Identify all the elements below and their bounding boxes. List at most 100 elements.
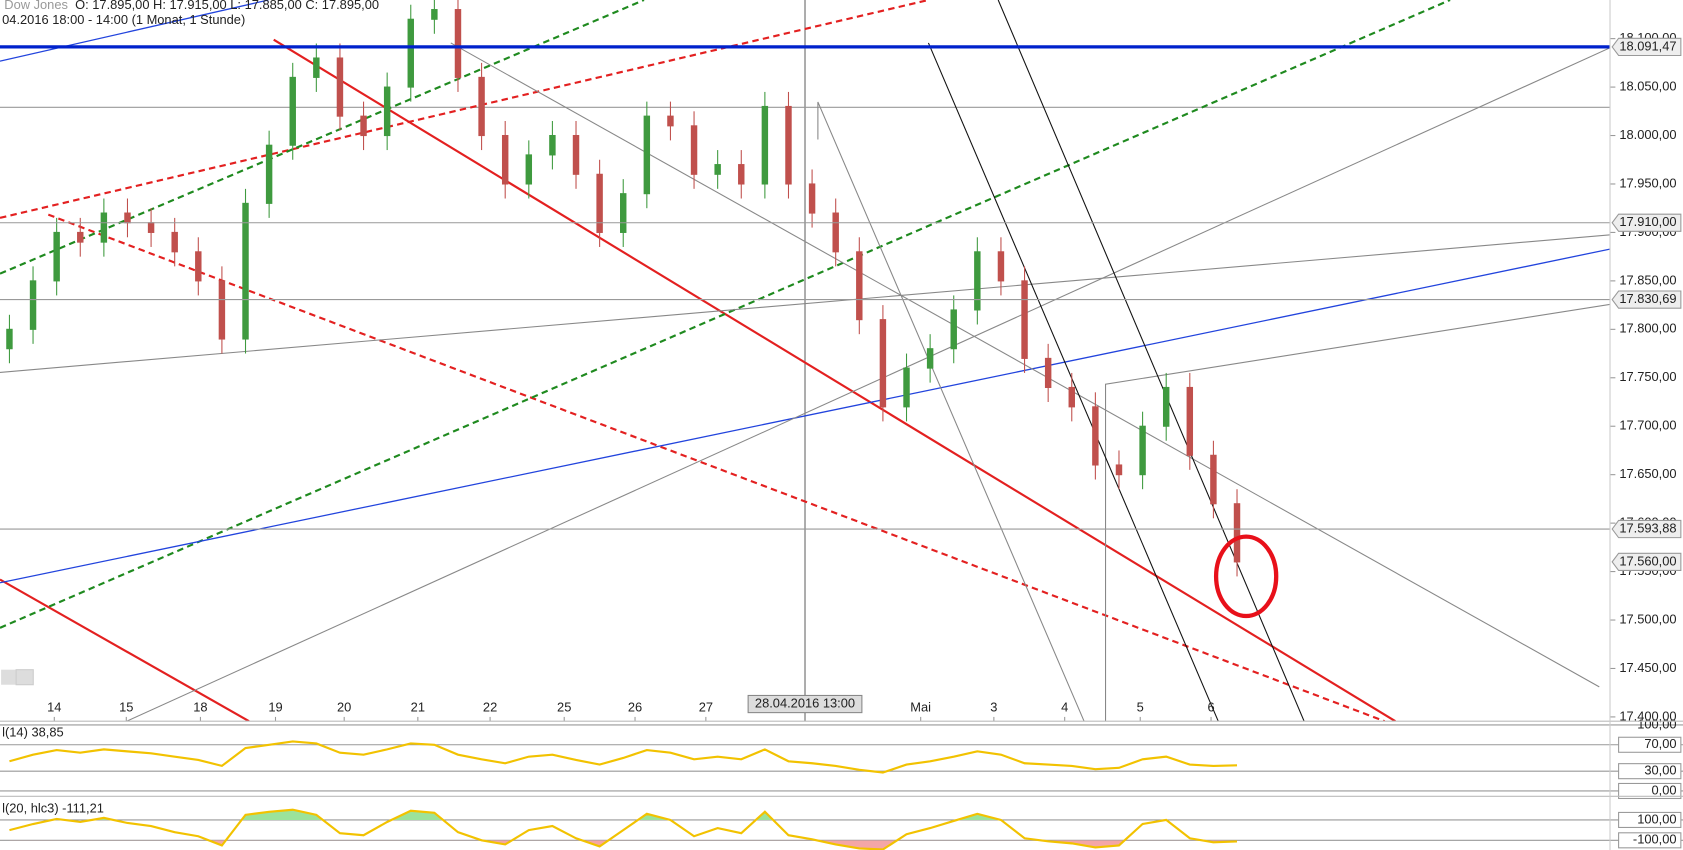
- trend-line: [0, 578, 250, 722]
- rsi-legend: l(14) 38,85: [2, 724, 63, 739]
- trend-line: [0, 0, 1451, 629]
- indicator-tick-label: 100,00: [1637, 716, 1676, 731]
- scroll-button[interactable]: [15, 669, 34, 686]
- y-tick-label: 17.950,00: [1619, 175, 1676, 190]
- indicator-level-box: [1618, 782, 1682, 800]
- y-tick-label: 18.000,00: [1619, 127, 1676, 142]
- x-tick-label: 14: [47, 700, 61, 715]
- candle-body: [171, 231, 178, 253]
- price-marker-label: 17.560,00: [1619, 553, 1676, 568]
- candle-body: [549, 134, 556, 156]
- candle-body: [454, 9, 462, 78]
- trend-line: [817, 101, 1085, 722]
- candle-body: [997, 251, 1005, 282]
- candle-body: [620, 193, 627, 233]
- candle-body: [1210, 454, 1217, 505]
- candle-body: [926, 348, 934, 369]
- candle-body: [1115, 464, 1123, 476]
- candle-body: [903, 367, 910, 408]
- indicator-tick-label: 100,00: [1637, 811, 1676, 826]
- candle-body: [360, 115, 367, 137]
- trend-line: [0, 234, 1611, 373]
- candle-body: [289, 76, 296, 146]
- candle-body: [832, 212, 839, 253]
- candle-body: [383, 86, 391, 137]
- candle-body: [1139, 425, 1146, 476]
- y-tick-label: 17.450,00: [1619, 660, 1676, 675]
- price-marker: [1611, 552, 1682, 572]
- x-tick-label: 18: [193, 700, 207, 715]
- candle-body: [29, 280, 37, 330]
- indicator-level-box: [1618, 763, 1682, 780]
- y-tick-label: 17.650,00: [1619, 466, 1676, 481]
- indicator-level-box: [1618, 811, 1682, 828]
- candle-body: [761, 105, 769, 185]
- trend-line: [997, 0, 1305, 722]
- candle-body: [1044, 357, 1052, 389]
- x-tick-label: 19: [268, 700, 282, 715]
- candle-body: [879, 319, 887, 408]
- rsi-line: [9, 740, 1238, 774]
- x-tick-label: 25: [557, 700, 571, 715]
- candle-body: [1021, 280, 1028, 359]
- period-text: 04.2016 18:00 - 14:00 (1 Monat, 1 Stunde…: [2, 12, 245, 27]
- candle-body: [1186, 386, 1194, 456]
- price-marker-label: 17.830,69: [1619, 291, 1676, 306]
- candle-body: [100, 212, 108, 243]
- trend-line: [0, 0, 269, 62]
- cci-oversold-fill: [9, 840, 1238, 850]
- price-marker: [1611, 213, 1682, 232]
- candle-body: [690, 125, 698, 175]
- crosshair-label-box: [747, 694, 863, 714]
- candle-body: [596, 173, 603, 233]
- highlight-circle: [1213, 534, 1279, 619]
- trend-line: [126, 47, 1611, 722]
- x-tick-label: 4: [1061, 700, 1068, 715]
- y-tick-label: 17.850,00: [1619, 272, 1676, 287]
- candle-body: [195, 251, 202, 282]
- candle-body: [77, 231, 84, 243]
- candle-body: [1162, 386, 1170, 427]
- price-marker: [1611, 37, 1682, 57]
- candle-body: [808, 183, 816, 214]
- trend-line: [273, 38, 1396, 722]
- price-marker: [1611, 290, 1682, 309]
- indicator-level-box: [1618, 736, 1682, 753]
- candle-body: [407, 18, 414, 88]
- candle-body: [525, 154, 533, 185]
- candle-body: [1092, 406, 1099, 466]
- x-tick-label: 6: [1207, 700, 1214, 715]
- trend-line: [1105, 303, 1611, 722]
- x-tick-label: 15: [119, 700, 133, 715]
- trend-line: [0, 0, 645, 275]
- candle-body: [974, 251, 981, 311]
- candle-body: [572, 134, 580, 175]
- candle-body: [501, 134, 509, 185]
- x-tick-label: 22: [483, 700, 497, 715]
- indicator-tick-label: 30,00: [1644, 763, 1676, 778]
- price-marker-label: 18.091,47: [1619, 38, 1676, 53]
- candle-body: [738, 164, 745, 185]
- candle-body: [714, 164, 721, 175]
- y-tick-label: 18.050,00: [1619, 78, 1676, 93]
- scroll-button[interactable]: [1, 669, 17, 685]
- candle-body: [53, 231, 60, 282]
- y-tick-label: 17.500,00: [1619, 611, 1676, 626]
- cci-legend: l(20, hlc3) -111,21: [2, 801, 104, 816]
- candle-body: [265, 144, 273, 204]
- cci-overbought-fill: [51, 809, 1001, 820]
- indicator-tick-label: 0,00: [1652, 782, 1677, 797]
- candle-body: [1233, 503, 1241, 563]
- instrument-name: Dow Jones: [4, 0, 68, 12]
- indicator-tick-label: -100,00: [1633, 832, 1677, 847]
- candle-body: [667, 115, 674, 127]
- candle-body: [856, 251, 863, 321]
- candle-body: [950, 309, 957, 350]
- candle-body: [218, 280, 226, 340]
- y-tick-label: 17.750,00: [1619, 369, 1676, 384]
- candle-body: [124, 212, 131, 224]
- crosshair-label: 28.04.2016 13:00: [755, 695, 855, 710]
- y-tick-label: 17.400,00: [1619, 708, 1676, 723]
